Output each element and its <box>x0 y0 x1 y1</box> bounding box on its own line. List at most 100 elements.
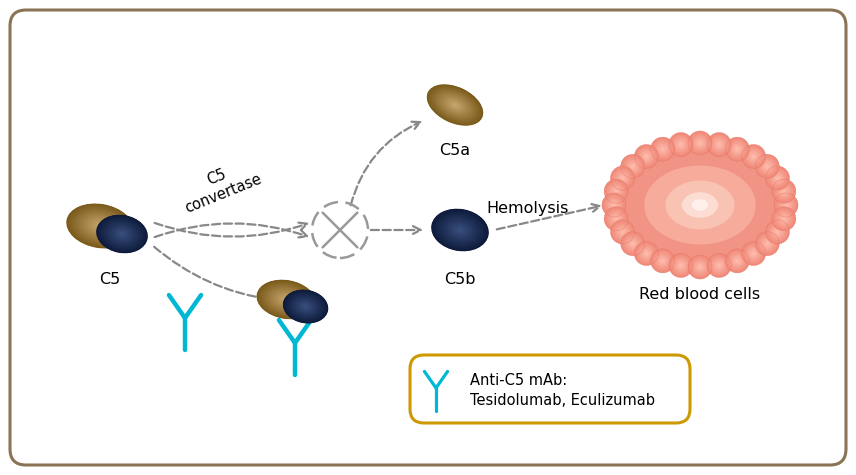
Ellipse shape <box>758 157 777 176</box>
Ellipse shape <box>637 244 656 263</box>
Ellipse shape <box>733 256 742 266</box>
Ellipse shape <box>644 251 649 256</box>
Ellipse shape <box>86 217 114 235</box>
Ellipse shape <box>611 167 634 190</box>
Ellipse shape <box>119 231 126 237</box>
Ellipse shape <box>605 197 622 213</box>
Ellipse shape <box>781 200 792 210</box>
Ellipse shape <box>453 225 467 235</box>
Ellipse shape <box>652 251 673 271</box>
Ellipse shape <box>761 238 773 250</box>
Ellipse shape <box>96 223 104 228</box>
Ellipse shape <box>295 299 315 314</box>
Ellipse shape <box>107 223 137 245</box>
Ellipse shape <box>758 234 777 253</box>
Ellipse shape <box>616 171 629 185</box>
Ellipse shape <box>778 186 789 197</box>
Ellipse shape <box>604 207 628 231</box>
Ellipse shape <box>615 218 617 219</box>
Ellipse shape <box>698 142 701 144</box>
Ellipse shape <box>440 215 480 245</box>
Ellipse shape <box>757 155 778 177</box>
Ellipse shape <box>459 229 461 231</box>
Ellipse shape <box>300 302 312 311</box>
Ellipse shape <box>653 251 672 270</box>
Ellipse shape <box>688 256 711 278</box>
Ellipse shape <box>620 229 625 234</box>
Ellipse shape <box>708 255 730 276</box>
Ellipse shape <box>776 195 796 215</box>
Ellipse shape <box>265 285 308 314</box>
Ellipse shape <box>696 263 704 271</box>
Ellipse shape <box>611 186 621 197</box>
Ellipse shape <box>92 221 108 231</box>
Ellipse shape <box>776 195 795 215</box>
Ellipse shape <box>777 212 790 226</box>
Ellipse shape <box>272 290 300 309</box>
Ellipse shape <box>644 154 649 159</box>
Ellipse shape <box>447 220 473 240</box>
Ellipse shape <box>285 298 288 301</box>
Ellipse shape <box>675 139 687 150</box>
Ellipse shape <box>766 220 789 243</box>
Ellipse shape <box>634 144 658 169</box>
Ellipse shape <box>727 251 747 271</box>
Ellipse shape <box>89 219 110 233</box>
Ellipse shape <box>742 242 765 265</box>
Ellipse shape <box>285 299 288 300</box>
Ellipse shape <box>76 210 123 242</box>
Ellipse shape <box>70 206 130 246</box>
Ellipse shape <box>688 132 711 154</box>
Ellipse shape <box>433 210 487 250</box>
Ellipse shape <box>777 196 795 214</box>
Ellipse shape <box>736 260 739 262</box>
Ellipse shape <box>781 216 787 222</box>
Ellipse shape <box>449 101 461 109</box>
Ellipse shape <box>699 266 700 267</box>
Ellipse shape <box>112 227 132 241</box>
Ellipse shape <box>747 247 760 260</box>
Ellipse shape <box>717 143 721 146</box>
Ellipse shape <box>88 218 112 234</box>
Ellipse shape <box>774 209 794 229</box>
Ellipse shape <box>300 303 311 311</box>
Ellipse shape <box>301 303 310 310</box>
Ellipse shape <box>108 224 136 244</box>
Ellipse shape <box>733 256 741 265</box>
Ellipse shape <box>673 136 689 153</box>
Ellipse shape <box>698 265 703 269</box>
Ellipse shape <box>430 86 480 124</box>
Ellipse shape <box>743 146 764 167</box>
Ellipse shape <box>621 154 645 178</box>
Ellipse shape <box>630 164 635 169</box>
Ellipse shape <box>287 293 324 321</box>
Ellipse shape <box>741 144 765 169</box>
Ellipse shape <box>610 220 634 244</box>
Ellipse shape <box>282 296 291 303</box>
Ellipse shape <box>698 266 701 268</box>
Ellipse shape <box>616 172 628 184</box>
Ellipse shape <box>621 230 624 234</box>
Ellipse shape <box>657 143 669 155</box>
Ellipse shape <box>441 216 479 244</box>
Ellipse shape <box>728 251 747 270</box>
Ellipse shape <box>676 261 685 270</box>
Ellipse shape <box>660 146 666 152</box>
Ellipse shape <box>606 197 621 213</box>
Ellipse shape <box>785 204 788 206</box>
Ellipse shape <box>451 223 469 237</box>
Ellipse shape <box>281 296 292 303</box>
Ellipse shape <box>277 294 295 305</box>
Ellipse shape <box>265 285 307 314</box>
Ellipse shape <box>291 295 320 317</box>
Ellipse shape <box>653 140 672 159</box>
Ellipse shape <box>292 296 319 317</box>
Ellipse shape <box>736 148 739 151</box>
Ellipse shape <box>273 291 300 308</box>
Ellipse shape <box>270 289 301 310</box>
Ellipse shape <box>769 170 786 187</box>
Ellipse shape <box>657 144 668 154</box>
Ellipse shape <box>456 227 464 233</box>
Ellipse shape <box>638 245 656 263</box>
Ellipse shape <box>777 231 778 232</box>
